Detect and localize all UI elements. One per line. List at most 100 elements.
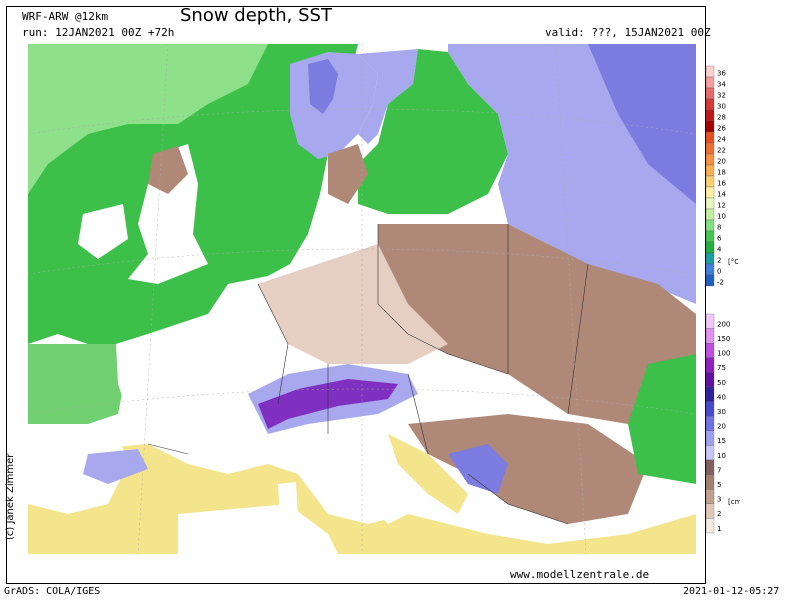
norway-snow-deep bbox=[308, 59, 338, 114]
sst-colorbar-tick-label: 34 bbox=[717, 80, 726, 88]
sst-colorbar-tick-label: 32 bbox=[717, 91, 726, 99]
snow-colorbar-swatch bbox=[705, 343, 715, 358]
website-link[interactable]: www.modellzentrale.de bbox=[510, 568, 650, 581]
north-africa bbox=[178, 504, 338, 554]
snow-colorbar-swatch bbox=[705, 489, 715, 504]
iberia-snow bbox=[83, 449, 148, 484]
sst-colorbar-swatch bbox=[705, 164, 715, 177]
software-label: GrADS: COLA/IGES bbox=[4, 586, 101, 597]
snow-colorbar-swatch bbox=[705, 372, 715, 388]
snow-colorbar-tick-label: 150 bbox=[717, 335, 730, 343]
sst-colorbar-tick-label: 36 bbox=[717, 69, 726, 77]
atlantic-light bbox=[28, 44, 268, 194]
snow-colorbar-tick-label: 2 bbox=[717, 510, 721, 518]
snow-colorbar-swatch bbox=[705, 430, 715, 446]
iberia bbox=[28, 424, 128, 514]
sst-colorbar-tick-label: 30 bbox=[717, 102, 726, 110]
snow-colorbar-swatch bbox=[705, 445, 715, 461]
russia-snow-deep bbox=[588, 44, 696, 204]
sst-colorbar-tick-label: 28 bbox=[717, 113, 726, 121]
copyright-label: (c) Janek Zimmer bbox=[5, 453, 16, 540]
snow-colorbar-tick-label: 10 bbox=[717, 452, 726, 460]
snow-colorbar-swatch bbox=[705, 357, 715, 373]
snow-colorbar-tick-label: 100 bbox=[717, 350, 730, 358]
sst-colorbar-tick-label: 16 bbox=[717, 179, 726, 187]
snow-colorbar-swatch bbox=[705, 416, 715, 431]
scotland-snow bbox=[148, 146, 188, 194]
graticule bbox=[28, 44, 696, 554]
france bbox=[116, 284, 288, 454]
sst-colorbar-tick-label: 6 bbox=[717, 234, 722, 242]
sst-colorbar-swatch bbox=[705, 175, 715, 188]
sst-colorbar-swatch bbox=[705, 109, 715, 122]
black-sea bbox=[628, 354, 696, 484]
sst-colorbar-swatch bbox=[705, 263, 715, 276]
sst-colorbar-unit-label: [°C] bbox=[728, 258, 738, 266]
sst-colorbar-tick-label: -2 bbox=[717, 278, 724, 286]
map-title: Snow depth, SST bbox=[180, 5, 332, 26]
snow-colorbar-swatch bbox=[705, 518, 715, 534]
sst-colorbar-swatch bbox=[705, 197, 715, 210]
snow-colorbar-swatch bbox=[705, 386, 715, 402]
sst-colorbar-swatch bbox=[705, 98, 715, 111]
sst-colorbar-tick-label: 2 bbox=[717, 256, 721, 264]
sst-colorbar-swatch bbox=[705, 219, 715, 232]
sst-colorbar-swatch bbox=[705, 87, 715, 100]
snow-colorbar-swatch bbox=[705, 503, 715, 519]
central-europe-snow bbox=[378, 224, 696, 424]
snow-colorbar-tick-label: 200 bbox=[717, 320, 730, 328]
denmark-snow bbox=[328, 144, 368, 204]
sst-colorbar-swatch bbox=[705, 241, 715, 254]
balkans-snow bbox=[408, 414, 648, 524]
sweden-snow bbox=[358, 49, 418, 144]
sst-colorbar-swatch bbox=[705, 131, 715, 144]
sst-colorbar-swatch bbox=[705, 208, 715, 221]
sst-colorbar-swatch bbox=[705, 186, 715, 199]
sst-colorbar-tick-label: 20 bbox=[717, 157, 726, 165]
sst-colorbar-swatch bbox=[705, 252, 715, 265]
country-borders bbox=[147, 224, 589, 525]
snow-colorbar-tick-label: 5 bbox=[717, 481, 721, 489]
baltic-sea bbox=[358, 49, 508, 214]
snow-colorbar-tick-label: 75 bbox=[717, 364, 726, 372]
sst-colorbar-tick-label: 4 bbox=[717, 245, 722, 253]
sst-colorbar-swatch bbox=[705, 274, 715, 287]
sst-colorbar-tick-label: 24 bbox=[717, 135, 726, 143]
sst-colorbar-tick-label: 18 bbox=[717, 168, 726, 176]
model-label: WRF-ARW @12km bbox=[22, 10, 109, 23]
snow-colorbar-swatch bbox=[705, 474, 715, 490]
sst-colorbar-tick-label: 0 bbox=[717, 267, 721, 275]
snow-colorbar-tick-label: 40 bbox=[717, 393, 726, 401]
sst-colorbar-tick-label: 10 bbox=[717, 212, 726, 220]
snow-colorbar-tick-label: 50 bbox=[717, 379, 726, 387]
snow-colorbar-tick-label: 7 bbox=[717, 466, 721, 474]
snow-colorbar-tick-label: 15 bbox=[717, 437, 726, 445]
snow-colorbar-unit-label: [cm] bbox=[728, 498, 740, 506]
adriatic-sea bbox=[388, 434, 468, 514]
sst-colorbar-swatch bbox=[705, 230, 715, 243]
snow-depth-map[interactable] bbox=[28, 44, 696, 554]
balkans-snow-deep bbox=[448, 444, 508, 494]
sst-colorbar-swatch bbox=[705, 65, 715, 78]
snow-colorbar-swatch bbox=[705, 401, 715, 417]
snow-colorbar-swatch bbox=[705, 313, 715, 329]
italy bbox=[328, 434, 408, 524]
snow-colorbar-tick-label: 3 bbox=[717, 496, 721, 504]
sst-colorbar-swatch bbox=[705, 120, 715, 133]
sst-colorbar-swatch bbox=[705, 142, 715, 155]
snow-colorbar-tick-label: 1 bbox=[717, 525, 721, 533]
timestamp-label: 2021-01-12-05:27 bbox=[683, 586, 780, 597]
valid-time-label: valid: ???, 15JAN2021 00Z bbox=[545, 26, 711, 39]
run-label: run: 12JAN2021 00Z +72h bbox=[22, 26, 175, 39]
sst-colorbar-tick-label: 14 bbox=[717, 190, 726, 198]
sst-colorbar-tick-label: 22 bbox=[717, 146, 726, 154]
sst-colorbar-swatch bbox=[705, 76, 715, 89]
sst-colorbar-swatch bbox=[705, 153, 715, 166]
sst-colorbar-tick-label: 8 bbox=[717, 223, 721, 231]
snow-colorbar-tick-label: 20 bbox=[717, 423, 726, 431]
snow-colorbar-swatch bbox=[705, 459, 715, 475]
central-europe-light bbox=[258, 244, 448, 364]
sst-colorbar-tick-label: 26 bbox=[717, 124, 726, 132]
